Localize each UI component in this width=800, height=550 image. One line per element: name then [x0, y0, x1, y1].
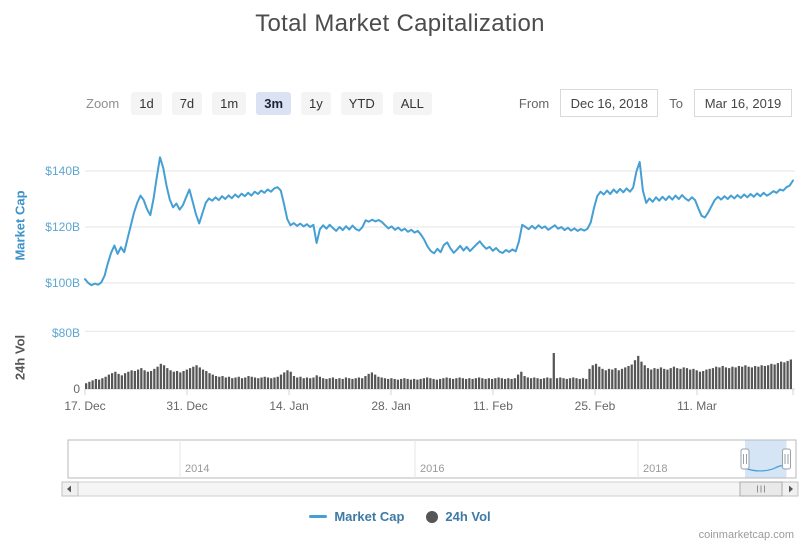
ytick-140b: $140B	[45, 164, 80, 178]
legend-item-market-cap[interactable]: Market Cap	[309, 509, 404, 524]
date-range-controls: From To	[518, 89, 792, 117]
zoom-button-3m[interactable]: 3m	[256, 91, 292, 115]
from-date-input[interactable]	[560, 89, 659, 117]
zoom-label: Zoom	[86, 95, 120, 111]
xtick-25-feb: 25. Feb	[574, 399, 616, 413]
navigator-year-2018: 2018	[643, 463, 668, 475]
xtick-31-dec: 31. Dec	[166, 399, 208, 413]
to-date-input[interactable]	[694, 89, 792, 117]
ytick-80b: $80B	[51, 326, 80, 340]
navigator-gridlines	[179, 440, 639, 478]
from-label: From	[518, 95, 550, 111]
scrollbar-left-arrow-icon	[67, 485, 71, 493]
circle-marker-icon	[426, 510, 439, 523]
scrollbar-right-arrow-icon	[789, 485, 793, 493]
xtick-28-jan: 28. Jan	[371, 399, 411, 413]
zoom-button-7d[interactable]: 7d	[171, 91, 203, 115]
line-marker-icon	[309, 515, 328, 518]
legend-item-24h-vol[interactable]: 24h Vol	[426, 509, 491, 524]
volume-bars-series	[85, 353, 792, 389]
scrollbar-thumb-grip-icon	[757, 485, 765, 493]
ytick-100b: $100B	[45, 276, 80, 290]
xtick-11-feb: 11. Feb	[473, 399, 513, 413]
legend-label-24h-vol: 24h Vol	[445, 509, 491, 524]
market-cap-axis-title: Market Cap	[12, 190, 28, 261]
navigator-year-2016: 2016	[420, 463, 445, 475]
ytick-120b: $120B	[45, 220, 80, 234]
zoom-button-all[interactable]: ALL	[392, 91, 432, 115]
to-label: To	[669, 95, 683, 111]
navigator-handle-left[interactable]	[740, 448, 750, 470]
scrollbar-track[interactable]	[61, 481, 799, 497]
page-title: Total Market Capitalization	[255, 10, 545, 37]
legend-label-market-cap: Market Cap	[334, 509, 405, 524]
x-axis-ticks	[84, 389, 794, 395]
volume-axis-title: 24h Vol	[12, 334, 28, 381]
ytick-0: 0	[73, 382, 80, 396]
navigator-handle-right[interactable]	[782, 448, 791, 470]
zoom-button-ytd[interactable]: YTD	[340, 91, 383, 115]
xtick-11-mar: 11. Mar	[677, 399, 717, 413]
market-cap-line-series	[84, 156, 794, 287]
navigator-outline	[67, 439, 797, 479]
navigator-selection[interactable]	[745, 440, 787, 478]
attribution-watermark: coinmarketcap.com	[698, 529, 794, 541]
zoom-range-controls: Zoom 1d 7d 1m 3m 1y YTD ALL	[86, 90, 432, 116]
xtick-17-dec: 17. Dec	[64, 399, 106, 413]
legend: Market Cap 24h Vol	[0, 509, 800, 524]
navigator-year-2014: 2014	[185, 463, 210, 475]
zoom-button-1d[interactable]: 1d	[131, 91, 162, 115]
zoom-button-1m[interactable]: 1m	[212, 91, 247, 115]
xtick-14-jan: 14. Jan	[269, 399, 309, 413]
zoom-button-1y[interactable]: 1y	[301, 91, 331, 115]
